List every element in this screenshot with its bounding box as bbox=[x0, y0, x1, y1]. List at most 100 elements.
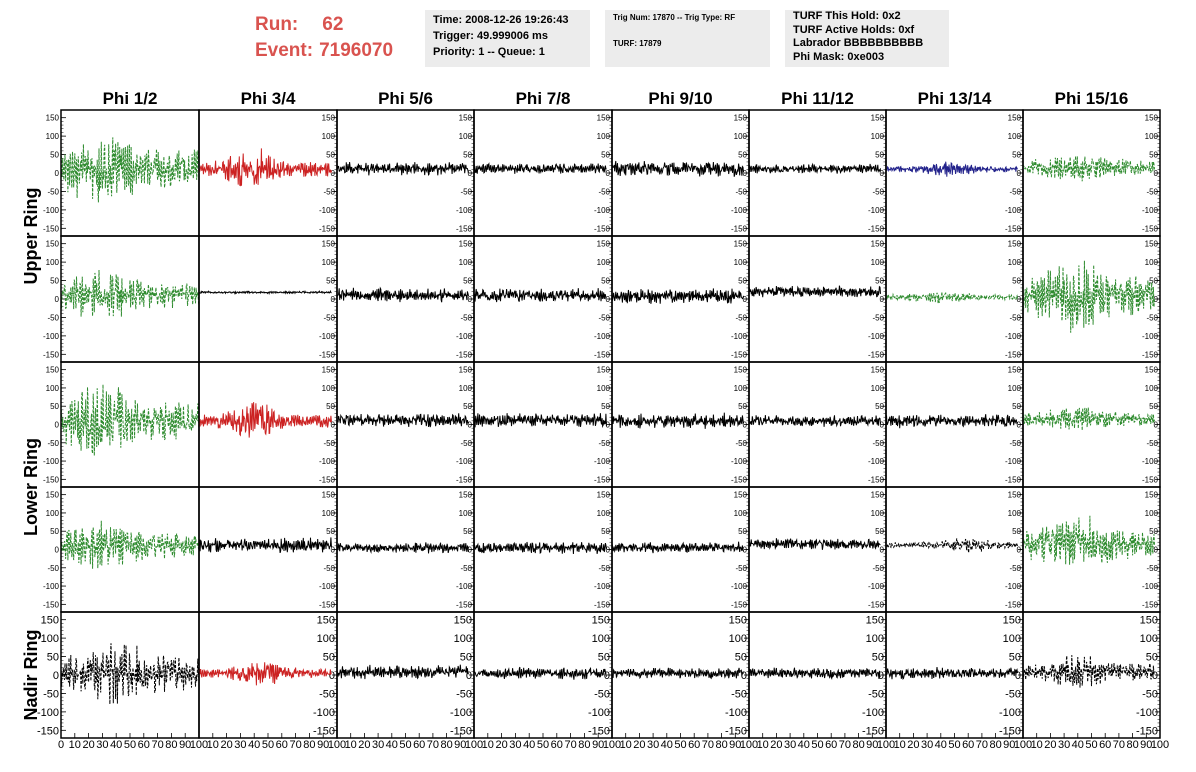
waveform-panel: 150 100 50 0 -50 -100 -150 bbox=[198, 486, 338, 613]
y-tick-label: 150 bbox=[734, 114, 748, 123]
waveform-panel: 150 100 50 0 -50 -100 -150 bbox=[611, 611, 750, 739]
waveform-panel: 150 100 50 0 -50 -100 -150 bbox=[473, 109, 613, 237]
y-tick-label: -50 bbox=[1009, 439, 1021, 448]
y-tick-label: -150 bbox=[1142, 475, 1159, 484]
x-tick-label: 10 bbox=[69, 739, 81, 751]
y-tick-label: -100 bbox=[319, 332, 336, 341]
y-tick-label: 50 bbox=[601, 402, 610, 411]
y-tick-label: -100 bbox=[456, 582, 473, 591]
y-tick-label: -100 bbox=[43, 206, 60, 215]
y-tick-label: 150 bbox=[871, 366, 885, 375]
y-tick-label: 100 bbox=[459, 132, 473, 141]
y-tick-label: 150 bbox=[1145, 366, 1159, 375]
x-tick-label: 50 bbox=[948, 739, 960, 751]
y-tick-label: -150 bbox=[43, 224, 60, 233]
y-tick-label: -50 bbox=[598, 187, 610, 196]
column-title: Phi 9/10 bbox=[648, 89, 712, 108]
waveform-panel: 150 100 50 0 -50 -100 -150 bbox=[748, 611, 887, 739]
y-tick-label: -100 bbox=[456, 457, 473, 466]
y-tick-label: -100 bbox=[1005, 582, 1022, 591]
y-tick-label: 0 bbox=[55, 546, 60, 555]
y-tick-label: 0 bbox=[1152, 670, 1158, 682]
x-tick-label: 50 bbox=[674, 739, 686, 751]
y-tick-label: 100 bbox=[871, 258, 885, 267]
y-tick-label: 50 bbox=[326, 527, 335, 536]
y-tick-label: 150 bbox=[459, 491, 473, 500]
x-tick-label: 100 bbox=[1014, 739, 1032, 751]
y-tick-label: -100 bbox=[868, 206, 885, 215]
waveform-trace bbox=[885, 161, 1018, 177]
y-tick-label: 100 bbox=[1140, 633, 1158, 645]
waveform-trace bbox=[1022, 655, 1155, 688]
y-tick-label: -150 bbox=[999, 725, 1021, 737]
y-tick-label: 150 bbox=[597, 491, 611, 500]
y-tick-label: -100 bbox=[588, 707, 610, 719]
y-tick-label: 0 bbox=[1017, 546, 1022, 555]
x-tick-label: 80 bbox=[165, 739, 177, 751]
y-tick-label: 0 bbox=[55, 169, 60, 178]
y-tick-label: -50 bbox=[460, 187, 472, 196]
y-tick-label: 150 bbox=[322, 366, 336, 375]
y-tick-label: -50 bbox=[47, 187, 59, 196]
x-tick-label: 20 bbox=[907, 739, 919, 751]
y-tick-label: 50 bbox=[1149, 402, 1158, 411]
y-tick-label: -150 bbox=[456, 600, 473, 609]
waveform-trace bbox=[611, 667, 744, 680]
waveform-panel: 150 100 50 0 -50 -100 -150 bbox=[1022, 361, 1161, 488]
y-tick-label: 150 bbox=[1008, 491, 1022, 500]
y-tick-label: -50 bbox=[735, 564, 747, 573]
y-tick-label: 50 bbox=[323, 652, 335, 664]
y-tick-label: 100 bbox=[322, 509, 336, 518]
column-title: Phi 1/2 bbox=[103, 89, 158, 108]
turf-active-line: TURF Active Holds: 0xf bbox=[793, 23, 915, 36]
waveform-trace bbox=[885, 414, 1018, 429]
y-tick-label: 0 bbox=[329, 670, 335, 682]
x-tick-label: 60 bbox=[138, 739, 150, 751]
waveform-panel: 150 100 50 0 -50 -100 -150 bbox=[611, 235, 750, 363]
waveform-panel: 150 100 50 0 -50 -100 -150 bbox=[748, 109, 887, 237]
waveform-trace bbox=[198, 662, 332, 686]
y-tick-label: -100 bbox=[1005, 332, 1022, 341]
y-tick-label: -50 bbox=[598, 439, 610, 448]
y-tick-label: 50 bbox=[601, 151, 610, 160]
waveform-trace bbox=[60, 269, 200, 317]
waveform-panel: 150 100 50 0 -50 -100 -150 bbox=[336, 109, 475, 237]
waveform-panel: 150 100 50 0 -50 -100 -150 bbox=[336, 611, 475, 739]
y-tick-label: -50 bbox=[460, 564, 472, 573]
y-tick-label: 100 bbox=[592, 633, 610, 645]
waveform-trace bbox=[748, 667, 881, 680]
y-tick-label: 0 bbox=[606, 169, 611, 178]
x-tick-label: 40 bbox=[248, 739, 260, 751]
y-tick-label: -100 bbox=[319, 457, 336, 466]
run-event-block: Run: 62 Event: 7196070 bbox=[255, 12, 393, 64]
x-tick-label: 80 bbox=[578, 739, 590, 751]
y-tick-label: -100 bbox=[319, 206, 336, 215]
x-tick-label: 90 bbox=[1003, 739, 1015, 751]
y-tick-label: 150 bbox=[1008, 366, 1022, 375]
y-tick-label: -50 bbox=[323, 564, 335, 573]
y-tick-label: -150 bbox=[319, 475, 336, 484]
y-tick-label: 150 bbox=[734, 491, 748, 500]
y-tick-label: 100 bbox=[46, 384, 60, 393]
y-tick-label: 50 bbox=[598, 652, 610, 664]
y-tick-label: 150 bbox=[871, 240, 885, 249]
x-tick-label: 60 bbox=[276, 739, 288, 751]
y-tick-label: 100 bbox=[322, 384, 336, 393]
waveform-trace bbox=[336, 413, 469, 428]
x-tick-label: 50 bbox=[262, 739, 274, 751]
run-label: Run: bbox=[255, 14, 299, 35]
x-tick-label: 50 bbox=[1085, 739, 1097, 751]
x-tick-label: 10 bbox=[345, 739, 357, 751]
y-tick-label: -50 bbox=[598, 313, 610, 322]
y-tick-label: 0 bbox=[878, 670, 884, 682]
x-tick-label: 50 bbox=[124, 739, 136, 751]
x-tick-label: 40 bbox=[798, 739, 810, 751]
y-tick-label: -150 bbox=[594, 475, 611, 484]
y-tick-label: 50 bbox=[738, 402, 747, 411]
y-tick-label: 150 bbox=[322, 240, 336, 249]
x-tick-label: 10 bbox=[482, 739, 494, 751]
y-tick-label: -150 bbox=[1142, 224, 1159, 233]
y-tick-label: 50 bbox=[326, 277, 335, 286]
y-tick-label: 0 bbox=[606, 546, 611, 555]
y-tick-label: 50 bbox=[50, 151, 59, 160]
